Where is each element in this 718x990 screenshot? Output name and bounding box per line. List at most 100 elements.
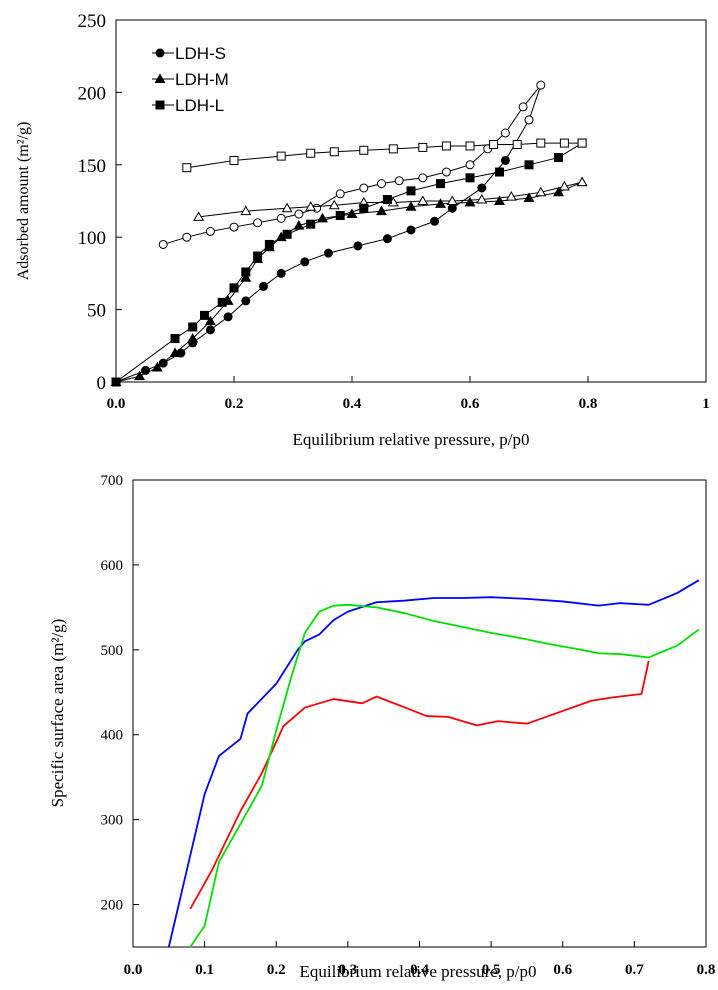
data-point — [205, 325, 215, 335]
data-point — [577, 138, 587, 148]
data-point — [382, 195, 392, 205]
data-point — [205, 226, 215, 236]
data-point — [346, 208, 358, 218]
data-point — [495, 167, 504, 177]
data-point — [435, 198, 446, 208]
y-tick-label: 400 — [101, 728, 124, 744]
data-point — [151, 361, 163, 372]
data-point — [182, 163, 192, 173]
data-point — [306, 219, 316, 229]
data-point — [359, 183, 369, 193]
x-tick-label: 0.6 — [461, 396, 480, 412]
y-tick-label: 0 — [97, 373, 107, 394]
data-point — [559, 138, 569, 148]
series-line-0 — [167, 579, 700, 948]
data-point — [494, 195, 505, 205]
data-point — [418, 173, 428, 183]
data-point — [477, 183, 487, 193]
data-point — [329, 147, 339, 157]
data-point — [353, 241, 363, 251]
data-point — [259, 281, 268, 291]
data-point — [376, 205, 387, 216]
data-point — [134, 370, 146, 381]
x-tick-label: 1 — [702, 396, 710, 412]
data-point — [305, 201, 317, 211]
x-tick-label: 0.0 — [107, 396, 126, 412]
legend-marker — [154, 73, 166, 83]
series-3 — [193, 176, 588, 221]
y-tick-label: 150 — [78, 156, 107, 177]
data-point — [253, 218, 263, 228]
data-point — [436, 179, 445, 189]
x-axis-label: Equilibrium relative pressure, p/p0 — [293, 430, 530, 449]
data-point — [323, 248, 333, 258]
data-point — [447, 203, 457, 213]
legend-label: LDH-L — [175, 96, 224, 115]
data-point — [500, 155, 510, 165]
data-point — [417, 195, 429, 205]
data-point — [446, 195, 458, 205]
data-point — [430, 216, 440, 226]
y-tick-label: 200 — [101, 898, 124, 914]
data-point — [241, 296, 251, 306]
data-point — [558, 180, 570, 191]
y-tick-label: 300 — [101, 813, 124, 829]
data-point — [200, 310, 209, 320]
series-line — [115, 142, 583, 383]
data-point — [328, 199, 340, 210]
data-point — [505, 191, 517, 201]
data-point — [300, 257, 310, 267]
x-tick-label: 0.5 — [482, 962, 501, 978]
data-point — [418, 142, 428, 152]
x-tick-label: 0.4 — [410, 962, 429, 978]
legend-marker — [155, 48, 165, 58]
data-point — [169, 347, 181, 357]
data-point — [388, 144, 398, 154]
y-tick-label: 50 — [87, 301, 106, 322]
legend: LDH-S LDH-M LDH-L — [152, 44, 229, 115]
data-point — [441, 141, 451, 151]
legend-label: LDH-S — [175, 44, 226, 63]
data-point — [377, 179, 386, 189]
y-tick-label: 100 — [78, 228, 107, 249]
data-point — [553, 186, 564, 197]
data-point — [406, 225, 416, 235]
x-tick-label: 0.4 — [343, 396, 362, 412]
data-point — [524, 115, 534, 125]
x-axis-label: Equilibrium relative pressure, p/p0 — [300, 962, 537, 981]
series-0 — [111, 115, 534, 387]
data-point — [500, 128, 510, 138]
data-point — [536, 138, 546, 148]
data-point — [241, 267, 251, 277]
x-tick-label: 0.2 — [267, 962, 286, 978]
data-point — [217, 297, 227, 307]
data-point — [229, 155, 239, 165]
x-tick-label: 0.3 — [339, 962, 358, 978]
data-point — [441, 167, 451, 177]
x-tick-label: 0.0 — [124, 962, 143, 978]
data-point — [518, 102, 528, 112]
data-point — [294, 209, 304, 219]
y-tick-label: 600 — [101, 558, 124, 574]
series-line-2 — [189, 603, 700, 948]
data-point — [193, 211, 205, 221]
x-tick-label: 0.7 — [625, 962, 644, 978]
y-axis-label: Adsorbed amount (m²/g) — [15, 122, 32, 281]
data-point — [158, 239, 168, 249]
data-point — [535, 186, 547, 197]
data-point — [394, 176, 404, 186]
data-point — [188, 322, 198, 332]
y-tick-label: 250 — [78, 11, 107, 32]
data-point — [240, 272, 252, 282]
series-line — [186, 142, 583, 169]
series-line — [198, 181, 583, 218]
data-point — [512, 140, 522, 150]
data-point — [204, 315, 216, 326]
data-point — [306, 148, 316, 158]
data-point — [240, 205, 252, 216]
data-point — [253, 251, 263, 261]
data-point — [464, 196, 476, 207]
data-point — [382, 234, 392, 244]
data-point — [576, 176, 588, 187]
